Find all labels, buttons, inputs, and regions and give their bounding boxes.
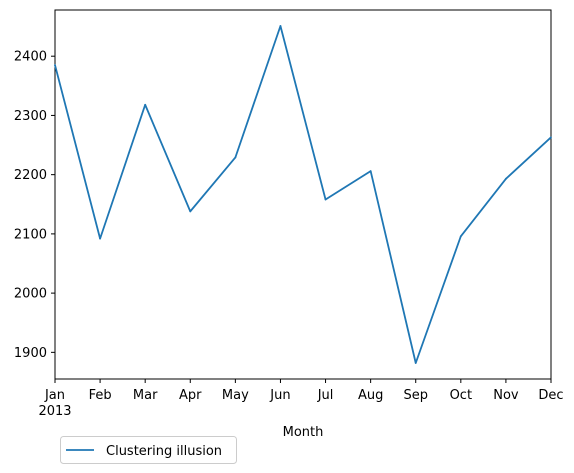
x-tick-label: Sep	[403, 388, 428, 403]
x-axis-title: Month	[283, 425, 324, 440]
x-tick-label: May	[222, 388, 249, 403]
y-tick-label: 1900	[14, 346, 47, 361]
legend-frame	[60, 436, 237, 464]
legend: Clustering illusion	[60, 436, 237, 464]
y-tick-label: 2300	[14, 109, 47, 124]
data-point	[189, 210, 192, 213]
x-tick-label: Oct	[450, 388, 472, 403]
x-tick-label: Mar	[133, 388, 158, 403]
data-point	[550, 136, 552, 139]
x-tick-label: Dec	[538, 388, 563, 403]
series-line	[54, 25, 552, 364]
x-tick-label: Apr	[179, 388, 202, 403]
data-point	[144, 103, 147, 106]
x-tick-label: Jul	[317, 388, 334, 403]
legend-label: Clustering illusion	[106, 444, 222, 459]
x-tick-label: Jan	[44, 388, 65, 403]
x-axis: Jan Feb Mar Apr May Jun Jul Aug Sep Oct Nov Dec	[44, 379, 564, 403]
data-point	[414, 362, 417, 364]
data-point	[324, 198, 327, 201]
data-point	[505, 177, 507, 180]
series-layer	[54, 25, 552, 364]
data-point	[54, 64, 56, 66]
data-point	[369, 170, 372, 173]
y-tick-label: 2100	[14, 227, 47, 242]
y-tick-label: 2200	[14, 168, 47, 183]
x-year-label: 2013	[38, 404, 71, 419]
y-tick-label: 2000	[14, 287, 47, 302]
x-tick-label: Aug	[358, 388, 383, 403]
y-tick-label: 2400	[14, 50, 47, 65]
y-axis: 1900 2000 2100 2200 2300 2400	[14, 50, 55, 361]
x-tick-label: Jun	[269, 388, 290, 403]
data-point	[459, 235, 462, 238]
data-point	[234, 156, 237, 159]
x-tick-label: Nov	[493, 388, 519, 403]
data-point	[279, 25, 282, 27]
plot-frame	[54, 9, 552, 380]
data-point	[99, 237, 101, 240]
x-tick-label: Feb	[89, 388, 112, 403]
